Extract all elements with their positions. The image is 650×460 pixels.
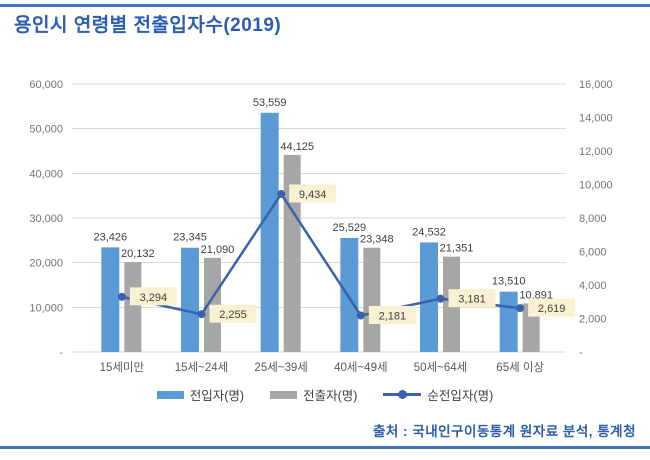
source-caption: 출처 : 국내인구이동통계 원자료 분석, 통계청 xyxy=(372,424,636,439)
bar-value-label: 20,132 xyxy=(121,248,155,260)
left-axis-tick-label: 30,000 xyxy=(29,213,63,225)
line-marker xyxy=(117,292,126,301)
line-value-label-box xyxy=(209,304,257,323)
chart-legend: 전입자(명) 전출자(명) 순전입자(명) xyxy=(0,385,650,404)
category-label: 65세 이상 xyxy=(496,361,544,374)
bar-outflow xyxy=(124,262,142,352)
right-axis-tick-label: 12,000 xyxy=(579,146,613,158)
line-value-label: 9,434 xyxy=(299,189,327,201)
line-value-label-box xyxy=(129,287,177,306)
right-axis-tick-label: 16,000 xyxy=(579,79,613,91)
legend-bar-swatch-icon xyxy=(270,390,298,399)
right-axis-tick-label: 8,000 xyxy=(579,213,607,225)
bar-value-label: 21,090 xyxy=(201,244,235,256)
bar-inflow xyxy=(260,112,279,352)
top-border-line xyxy=(0,4,650,7)
line-value-label: 2,619 xyxy=(538,303,566,315)
legend-bar-swatch-icon xyxy=(156,390,184,399)
legend-label: 전출자(명) xyxy=(303,389,358,403)
line-value-label-box xyxy=(528,298,576,317)
legend-label: 전입자(명) xyxy=(189,389,245,403)
legend-line-marker-icon xyxy=(398,390,408,399)
bar-value-label: 13,510 xyxy=(492,276,526,288)
right-axis-tick-label: 4,000 xyxy=(579,280,607,292)
bar-inflow xyxy=(101,247,120,352)
bar-value-label: 21,351 xyxy=(440,243,474,255)
legend-label: 순전입자(명) xyxy=(427,389,494,403)
line-value-label: 3,294 xyxy=(140,292,168,304)
chart-title: 용인시 연령별 전출입자수(2019) xyxy=(14,15,282,36)
left-axis-tick-label: 20,000 xyxy=(29,258,63,270)
migration-combo-chart: - 10,000 20,000 30,000 40,000 50,000 60,000 - 2,… xyxy=(29,79,613,374)
legend-item: 전입자(명) xyxy=(156,385,245,404)
bar-value-label: 23,345 xyxy=(173,232,207,244)
legend-item: 전출자(명) xyxy=(270,385,357,404)
bar-value-label: 23,348 xyxy=(360,234,394,246)
category-label: 40세~49세 xyxy=(334,361,387,374)
left-axis-tick-label: 40,000 xyxy=(29,168,63,180)
line-value-label: 3,181 xyxy=(458,294,486,306)
bottom-border-line xyxy=(0,446,650,449)
line-marker xyxy=(516,304,525,313)
category-label: 15세미만 xyxy=(100,361,145,374)
bar-inflow xyxy=(340,237,359,352)
right-axis-tick-label: 6,000 xyxy=(579,247,607,259)
category-label: 15세~24세 xyxy=(175,361,228,374)
bar-value-label: 53,559 xyxy=(253,97,287,109)
right-axis-tick-label: - xyxy=(579,347,583,359)
bar-value-label: 44,125 xyxy=(280,141,314,153)
right-axis-tick-label: 2,000 xyxy=(579,314,607,326)
bar-inflow xyxy=(499,291,518,352)
bar-inflow xyxy=(181,247,199,352)
left-axis-tick-label: - xyxy=(59,347,63,359)
category-label: 25세~39세 xyxy=(254,361,307,374)
right-axis-tick-label: 14,000 xyxy=(579,113,613,125)
bar-value-label: 25,529 xyxy=(333,222,367,234)
line-marker xyxy=(436,294,445,303)
left-axis-tick-label: 10,000 xyxy=(29,302,63,314)
line-marker xyxy=(356,311,365,320)
line-value-label: 2,255 xyxy=(219,309,247,321)
legend-item: 순전입자(명) xyxy=(383,385,493,404)
left-axis-tick-label: 60,000 xyxy=(29,79,63,91)
line-value-label-box xyxy=(448,289,496,308)
bar-value-label: 10,891 xyxy=(519,289,553,301)
bar-value-label: 23,426 xyxy=(94,231,128,243)
bar-inflow xyxy=(420,242,438,352)
line-value-label: 2,181 xyxy=(379,310,407,322)
bar-outflow xyxy=(363,247,381,352)
bar-outflow xyxy=(283,154,301,352)
line-marker xyxy=(277,189,286,198)
category-label: 50세~64세 xyxy=(414,361,467,374)
left-axis-tick-label: 50,000 xyxy=(29,124,63,136)
line-value-label-box xyxy=(289,184,337,203)
legend-line-swatch-icon xyxy=(383,390,422,399)
bar-value-label: 24,532 xyxy=(412,226,446,238)
right-axis-tick-label: 10,000 xyxy=(579,180,613,192)
line-marker xyxy=(197,310,206,319)
line-value-label-box xyxy=(368,305,416,324)
